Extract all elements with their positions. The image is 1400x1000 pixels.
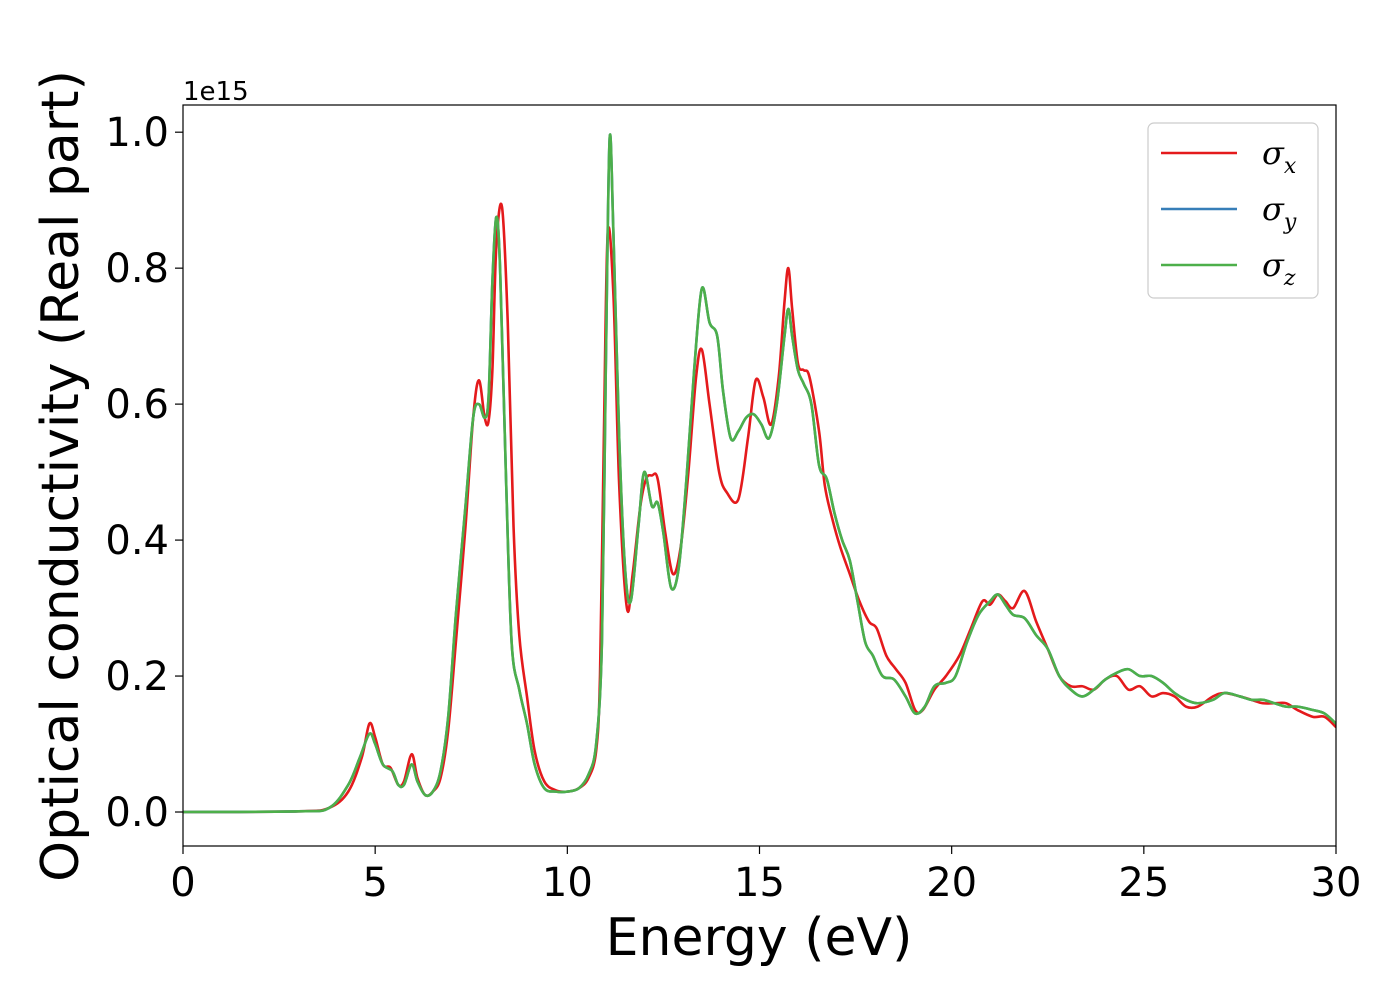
y-axis-label: Optical conductivity (Real part) [31,70,91,882]
x-tick-label: 20 [926,860,977,906]
y-offset-label: 1e15 [183,77,249,107]
legend-label-z: σz [1262,246,1296,291]
x-tick-label: 30 [1311,860,1362,906]
x-tick-label: 5 [362,860,387,906]
series-layer [183,133,1336,814]
y-tick-label: 0.0 [105,790,169,836]
y-axis: 0.0 0.2 0.4 0.6 0.8 1.0 [105,110,183,836]
legend-subscript: y [1283,210,1297,235]
y-tick-label: 1.0 [105,110,169,156]
legend-subscript: x [1284,154,1297,179]
legend-symbol: σ [1262,134,1285,172]
y-tick-label: 0.2 [105,654,169,700]
series-line-z [183,133,1336,814]
y-tick-label: 0.8 [105,246,169,292]
legend-label-y: σy [1262,190,1297,235]
legend-label-x: σx [1262,134,1297,179]
y-tick-label: 0.6 [105,382,169,428]
series-line-x [183,202,1336,814]
legend-box [1147,122,1319,299]
x-axis-label: Energy (eV) [606,908,913,968]
x-tick-label: 0 [170,860,195,906]
legend-subscript: z [1283,266,1296,291]
x-tick-label: 25 [1118,860,1169,906]
y-tick-label: 0.4 [105,518,169,564]
x-tick-label: 10 [542,860,593,906]
legend-symbol: σ [1262,190,1285,228]
legend-symbol: σ [1262,246,1285,284]
x-tick-label: 15 [734,860,785,906]
x-axis: 0 5 10 15 20 25 30 [170,846,1361,906]
